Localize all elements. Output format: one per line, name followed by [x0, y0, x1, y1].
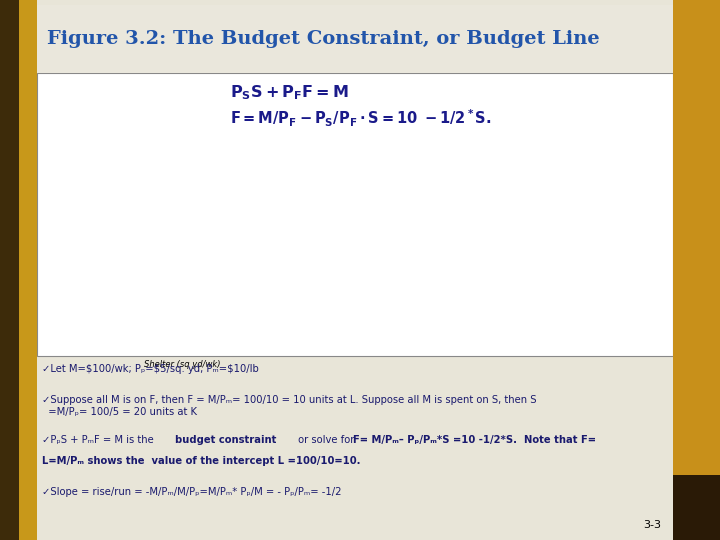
X-axis label: Shelter (sq yd/wk): Shelter (sq yd/wk) — [143, 360, 220, 368]
Text: B: B — [109, 145, 117, 155]
Text: MICROECONOMICS: MICROECONOMICS — [693, 97, 698, 163]
Text: or solve for: or solve for — [295, 435, 358, 445]
Text: ✓Slope = rise/run = -M/Pₘ/M/Pₚ=M/Pₘ* Pₚ/M = - Pₚ/Pₘ= -1/2: ✓Slope = rise/run = -M/Pₘ/M/Pₚ=M/Pₘ* Pₚ/… — [42, 487, 341, 497]
Text: $\mathbf{F = M/P_F - P_S/P_F \cdot S = 10\ -1/2^*S.}$: $\mathbf{F = M/P_F - P_S/P_F \cdot S = 1… — [230, 108, 492, 130]
Text: K: K — [253, 319, 259, 329]
Text: l: l — [43, 135, 46, 145]
Text: L=M/Pₘ shows the  value of the intercept L =100/10=10.: L=M/Pₘ shows the value of the intercept … — [42, 456, 360, 467]
Text: AND BEHAVIOR: AND BEHAVIOR — [693, 284, 698, 338]
Text: ✓Let M=$100/wk; Pₚ=$5/sq. yd, Pₘ=$10/lb: ✓Let M=$100/wk; Pₚ=$5/sq. yd, Pₘ=$10/lb — [42, 364, 258, 374]
Text: Figure 3.2: The Budget Constraint, or Budget Line: Figure 3.2: The Budget Constraint, or Bu… — [47, 30, 600, 48]
Y-axis label: Food (lb/wk): Food (lb/wk) — [0, 198, 9, 250]
Text: Slope = –½ = – (price of shelter) + (price of food): Slope = –½ = – (price of shelter) + (pri… — [153, 228, 319, 235]
Text: ✓PₚS + PₘF = M is the: ✓PₚS + PₘF = M is the — [42, 435, 157, 445]
Text: 3-3: 3-3 — [643, 520, 661, 530]
Text: E: E — [196, 174, 202, 185]
Text: budget constraint: budget constraint — [175, 435, 276, 445]
Text: D: D — [104, 252, 112, 262]
Text: $\mathbf{P_S S + P_F F = M}$: $\mathbf{P_S S + P_F F = M}$ — [230, 84, 349, 103]
Text: F= M/Pₘ– Pₚ/Pₘ*S =10 -1/2*S.  Note that F=: F= M/Pₘ– Pₚ/Pₘ*S =10 -1/2*S. Note that F… — [353, 435, 596, 445]
Text: ✓Suppose all M is on F, then F = M/Pₘ= 100/10 = 10 units at L. Suppose all M is : ✓Suppose all M is on F, then F = M/Pₘ= 1… — [42, 395, 536, 417]
